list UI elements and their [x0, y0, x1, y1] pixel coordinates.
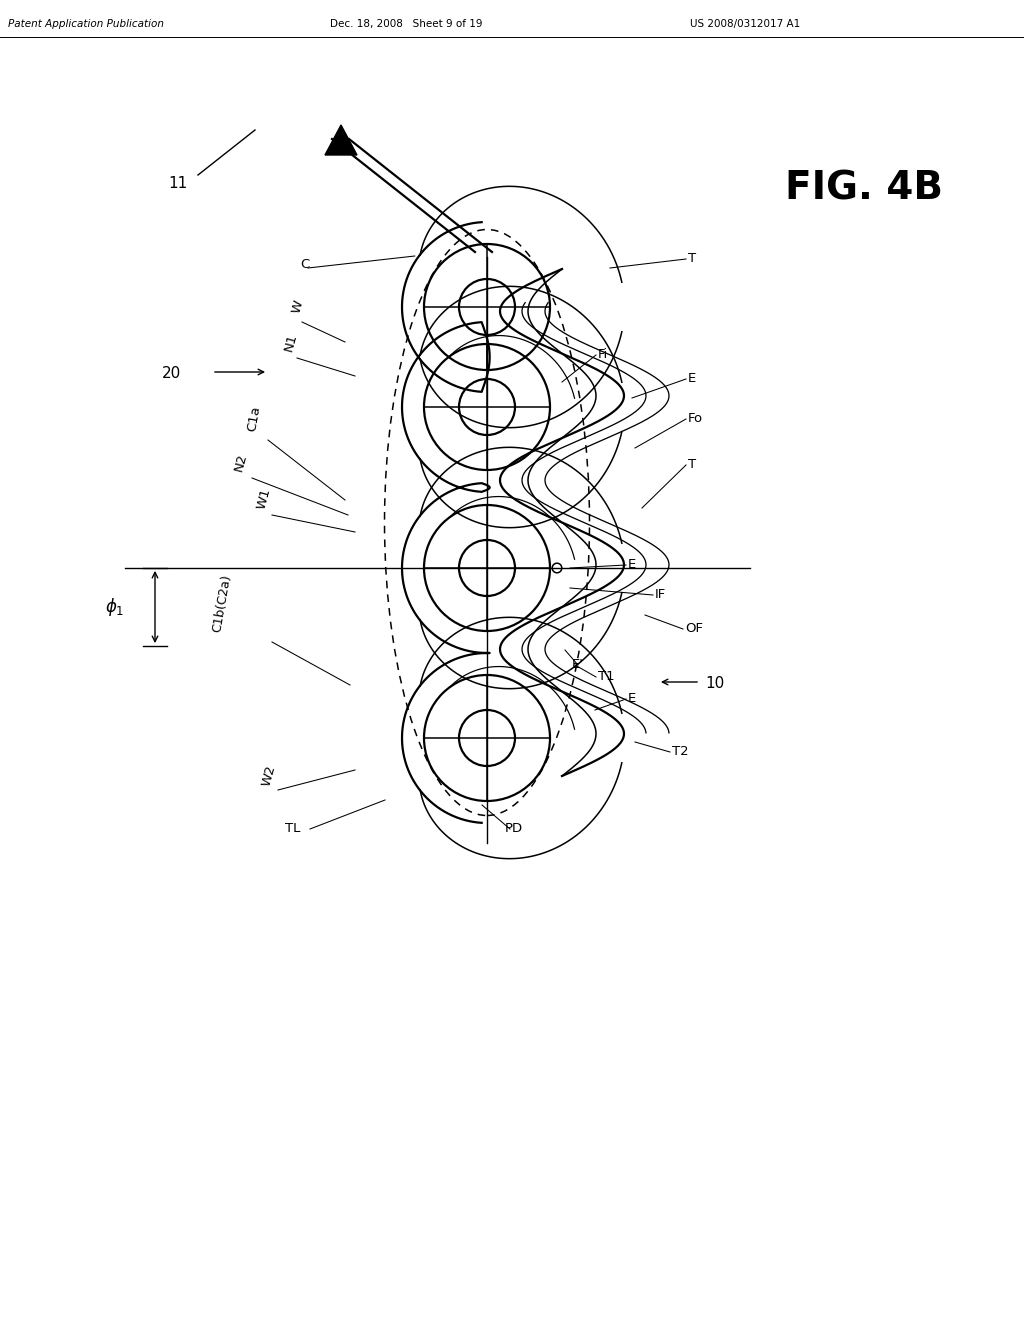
Text: W2: W2	[260, 764, 279, 788]
Text: 10: 10	[705, 676, 724, 690]
Text: N1: N1	[282, 333, 299, 352]
Text: T: T	[688, 252, 696, 265]
Text: 11: 11	[168, 176, 187, 191]
Text: Fo: Fo	[688, 412, 703, 425]
Text: TL: TL	[285, 822, 300, 836]
Text: Dec. 18, 2008   Sheet 9 of 19: Dec. 18, 2008 Sheet 9 of 19	[330, 18, 482, 29]
Text: 20: 20	[162, 366, 181, 381]
Text: FIG. 4B: FIG. 4B	[785, 170, 943, 209]
Text: US 2008/0312017 A1: US 2008/0312017 A1	[690, 18, 800, 29]
Text: T2: T2	[672, 744, 688, 758]
Text: E': E'	[572, 657, 584, 671]
Text: OF: OF	[685, 622, 703, 635]
Text: E: E	[688, 372, 696, 385]
Polygon shape	[325, 125, 357, 154]
Text: IF: IF	[655, 587, 667, 601]
Text: W1: W1	[255, 487, 273, 511]
Text: C1b(C2a): C1b(C2a)	[210, 573, 233, 634]
Text: $\phi_1$: $\phi_1$	[105, 597, 124, 618]
Text: W: W	[290, 298, 306, 315]
Text: E: E	[628, 558, 636, 572]
Text: Patent Application Publication: Patent Application Publication	[8, 18, 164, 29]
Text: C: C	[300, 257, 309, 271]
Text: Fi: Fi	[598, 348, 608, 360]
Text: PD: PD	[505, 822, 523, 836]
Text: T1: T1	[598, 671, 614, 682]
Text: C1a: C1a	[245, 405, 262, 433]
Text: E: E	[628, 692, 636, 705]
Text: T: T	[688, 458, 696, 471]
Text: N2: N2	[232, 451, 249, 473]
